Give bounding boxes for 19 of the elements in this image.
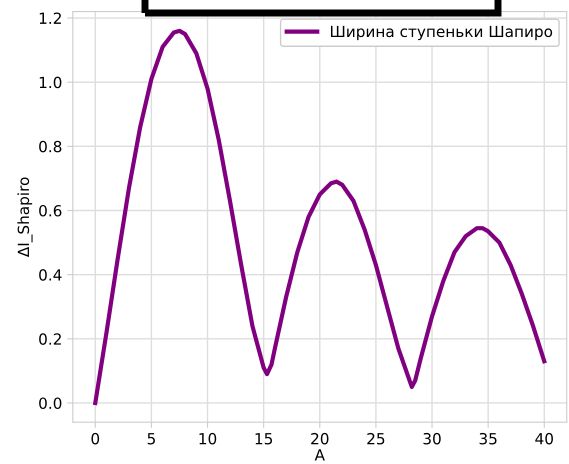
legend-label: Ширина ступеньки Шапиро	[330, 26, 552, 40]
y-tick-label: 1.2	[40, 12, 61, 24]
x-axis-title: A	[314, 449, 325, 460]
x-tick-label: 35	[480, 432, 497, 444]
x-tick-label: 40	[535, 432, 553, 444]
x-tick-label: 25	[367, 432, 384, 444]
y-axis-title: ΔI_Shapiro	[17, 177, 33, 258]
x-tick-label: 10	[199, 432, 216, 444]
x-tick-label: 0	[91, 432, 100, 444]
x-tick-label: 5	[148, 433, 155, 444]
y-tick-label: 0.4	[39, 269, 62, 281]
x-tick-label: 15	[256, 433, 272, 444]
y-tick-label: 1.0	[40, 76, 62, 88]
y-tick-label: 0.8	[39, 140, 62, 152]
x-tick-label: 20	[311, 432, 328, 444]
x-tick-label: 30	[423, 432, 441, 444]
y-tick-label: 0.0	[39, 397, 62, 410]
y-tick-label: 0.2	[39, 333, 61, 345]
y-tick-label: 0.6	[39, 204, 62, 217]
